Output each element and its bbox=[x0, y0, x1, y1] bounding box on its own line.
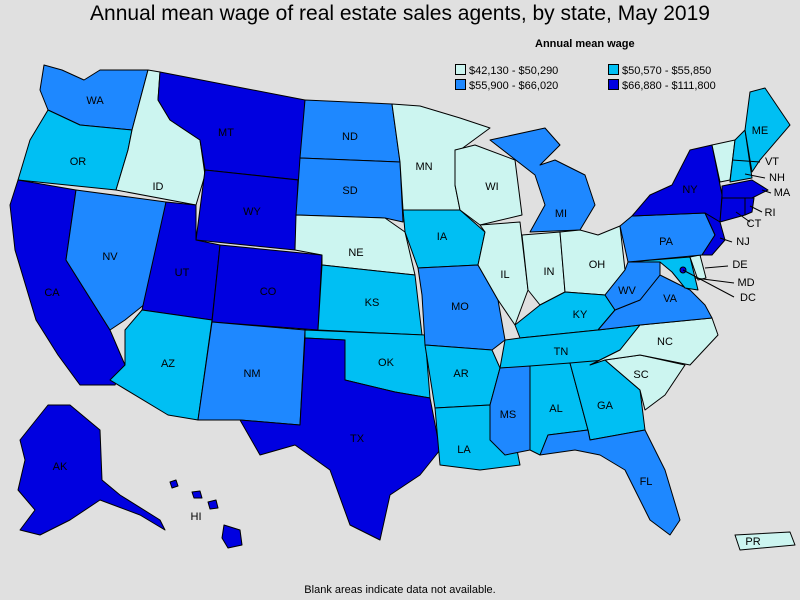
legend-swatch-1 bbox=[455, 64, 466, 75]
footnote: Blank areas indicate data not available. bbox=[304, 584, 496, 596]
state-mi[interactable] bbox=[489, 127, 596, 233]
state-tx[interactable] bbox=[239, 337, 441, 541]
map-title: Annual mean wage of real estate sales ag… bbox=[90, 2, 710, 25]
label-pr: PR bbox=[745, 536, 760, 548]
state-ny[interactable] bbox=[631, 144, 723, 223]
label-de: DE bbox=[732, 259, 747, 271]
label-tx: TX bbox=[350, 433, 365, 445]
label-ct: CT bbox=[747, 218, 762, 230]
label-oh: OH bbox=[589, 259, 606, 271]
label-sd: SD bbox=[342, 185, 357, 197]
legend-label-3: $55,900 - $66,020 bbox=[469, 80, 559, 92]
state-pr[interactable] bbox=[734, 531, 796, 551]
legend-label-1: $42,130 - $50,290 bbox=[469, 65, 559, 77]
label-pa: PA bbox=[659, 236, 674, 248]
legend-item-2: $50,570 - $55,850 bbox=[608, 64, 711, 77]
label-ak: AK bbox=[53, 461, 68, 473]
label-me: ME bbox=[752, 125, 769, 137]
label-fl: FL bbox=[640, 476, 653, 488]
legend-swatch-4 bbox=[608, 79, 619, 90]
state-il[interactable] bbox=[477, 221, 529, 326]
label-nc: NC bbox=[657, 336, 673, 348]
label-ny: NY bbox=[682, 184, 698, 196]
legend-swatch-3 bbox=[455, 79, 466, 90]
state-ri[interactable] bbox=[744, 197, 755, 216]
label-az: AZ bbox=[161, 358, 175, 370]
legend-swatch-2 bbox=[608, 64, 619, 75]
label-ut: UT bbox=[175, 267, 190, 279]
label-ca: CA bbox=[44, 287, 60, 299]
label-ms: MS bbox=[500, 409, 517, 421]
label-or: OR bbox=[70, 156, 87, 168]
label-ga: GA bbox=[597, 400, 614, 412]
label-in: IN bbox=[544, 266, 555, 278]
label-ks: KS bbox=[365, 297, 380, 309]
label-co: CO bbox=[260, 286, 277, 298]
label-ky: KY bbox=[573, 309, 588, 321]
label-id: ID bbox=[153, 181, 164, 193]
state-ak[interactable] bbox=[17, 404, 166, 536]
label-nm: NM bbox=[243, 368, 260, 380]
label-ar: AR bbox=[453, 368, 468, 380]
callout-lines bbox=[682, 159, 772, 298]
label-hi: HI bbox=[191, 511, 202, 523]
label-nd: ND bbox=[342, 131, 358, 143]
state-me[interactable] bbox=[744, 87, 791, 173]
label-mo: MO bbox=[451, 301, 469, 313]
legend-item-3: $55,900 - $66,020 bbox=[455, 79, 558, 92]
state-fl[interactable] bbox=[539, 429, 681, 536]
legend-label-2: $50,570 - $55,850 bbox=[622, 65, 712, 77]
label-ri: RI bbox=[765, 207, 776, 219]
state-labels: WA OR CA ID NV MT WY UT CO AZ NM ND SD N… bbox=[44, 95, 791, 548]
label-dc: DC bbox=[740, 292, 756, 304]
label-al: AL bbox=[549, 403, 562, 415]
label-wv: WV bbox=[618, 285, 636, 297]
state-wi[interactable] bbox=[454, 144, 523, 226]
label-ok: OK bbox=[378, 357, 395, 369]
label-mt: MT bbox=[218, 127, 234, 139]
state-ma[interactable] bbox=[721, 179, 769, 199]
legend-label-4: $66,880 - $111,800 bbox=[622, 80, 716, 92]
state-nc[interactable] bbox=[589, 317, 719, 366]
label-la: LA bbox=[457, 444, 471, 456]
label-il: IL bbox=[500, 269, 509, 281]
label-mi: MI bbox=[555, 208, 567, 220]
label-wi: WI bbox=[485, 181, 498, 193]
legend-title: Annual mean wage bbox=[535, 38, 635, 50]
label-nv: NV bbox=[102, 251, 118, 263]
label-va: VA bbox=[663, 293, 678, 305]
label-wy: WY bbox=[243, 206, 261, 218]
legend-item-1: $42,130 - $50,290 bbox=[455, 64, 558, 77]
label-ma: MA bbox=[774, 187, 791, 199]
state-hi[interactable] bbox=[169, 479, 243, 549]
label-nj: NJ bbox=[736, 236, 749, 248]
label-ne: NE bbox=[348, 247, 363, 259]
label-ia: IA bbox=[437, 231, 448, 243]
label-wa: WA bbox=[86, 95, 104, 107]
label-vt: VT bbox=[765, 156, 779, 168]
label-mn: MN bbox=[415, 161, 432, 173]
label-tn: TN bbox=[554, 346, 569, 358]
label-sc: SC bbox=[633, 369, 648, 381]
label-nh: NH bbox=[769, 172, 785, 184]
state-ct[interactable] bbox=[719, 197, 746, 223]
state-sd[interactable] bbox=[295, 157, 404, 223]
label-md: MD bbox=[737, 277, 754, 289]
legend-item-4: $66,880 - $111,800 bbox=[608, 79, 716, 92]
state-nh[interactable] bbox=[729, 129, 753, 183]
state-wv[interactable] bbox=[604, 261, 661, 311]
